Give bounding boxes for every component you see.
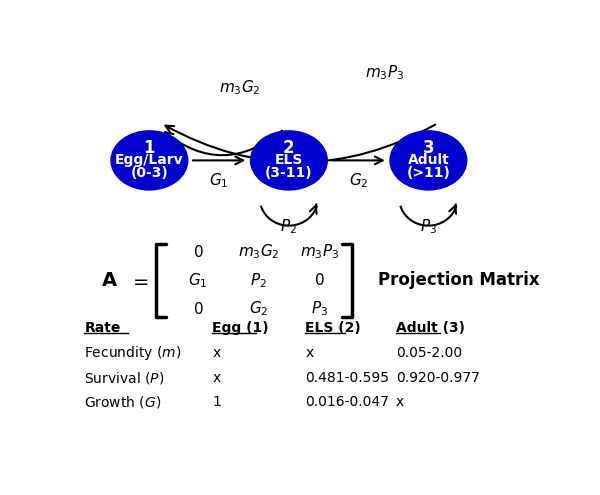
Text: $0$: $0$ bbox=[193, 301, 203, 317]
Text: $G_2$: $G_2$ bbox=[349, 171, 368, 190]
Text: 0.05-2.00: 0.05-2.00 bbox=[396, 346, 462, 360]
Text: x: x bbox=[305, 346, 313, 360]
Text: x: x bbox=[212, 371, 220, 385]
Text: ELS (2): ELS (2) bbox=[305, 321, 361, 335]
Text: 2: 2 bbox=[283, 139, 295, 157]
Text: $0$: $0$ bbox=[314, 272, 325, 289]
Text: $P_2$: $P_2$ bbox=[250, 271, 267, 290]
Text: $G_1$: $G_1$ bbox=[188, 271, 208, 290]
Text: $m_3G_2$: $m_3G_2$ bbox=[238, 243, 280, 261]
Text: $P_3$: $P_3$ bbox=[311, 299, 328, 318]
Text: Fecundity ($m$): Fecundity ($m$) bbox=[84, 344, 182, 362]
Text: Survival ($P$): Survival ($P$) bbox=[84, 370, 164, 386]
Text: Adult (3): Adult (3) bbox=[396, 321, 465, 335]
Text: Growth ($G$): Growth ($G$) bbox=[84, 395, 161, 410]
Text: $P_2$: $P_2$ bbox=[280, 218, 298, 237]
Text: $0$: $0$ bbox=[193, 244, 203, 260]
Text: Egg (1): Egg (1) bbox=[212, 321, 269, 335]
Ellipse shape bbox=[390, 131, 467, 190]
Text: $\mathbf{A}$: $\mathbf{A}$ bbox=[101, 271, 118, 290]
Text: $=$: $=$ bbox=[129, 271, 149, 290]
Text: (0-3): (0-3) bbox=[131, 166, 168, 180]
Text: $m_3P_3$: $m_3P_3$ bbox=[299, 243, 339, 261]
Text: $m_3G_2$: $m_3G_2$ bbox=[219, 79, 261, 98]
Text: (3-11): (3-11) bbox=[265, 166, 313, 180]
Text: x: x bbox=[212, 346, 220, 360]
Ellipse shape bbox=[111, 131, 188, 190]
Text: $G_2$: $G_2$ bbox=[249, 299, 268, 318]
Text: Adult: Adult bbox=[407, 153, 449, 167]
Text: Egg/Larv: Egg/Larv bbox=[115, 153, 184, 167]
Text: 0.016-0.047: 0.016-0.047 bbox=[305, 396, 389, 409]
Text: ELS: ELS bbox=[275, 153, 303, 167]
Text: 1: 1 bbox=[212, 396, 221, 409]
Text: $m_3P_3$: $m_3P_3$ bbox=[365, 63, 404, 82]
Text: $P_3$: $P_3$ bbox=[420, 218, 437, 237]
Text: (>11): (>11) bbox=[406, 166, 451, 180]
Text: Rate: Rate bbox=[84, 321, 121, 335]
Text: $G_1$: $G_1$ bbox=[209, 171, 229, 190]
Text: 3: 3 bbox=[422, 139, 434, 157]
Text: Projection Matrix: Projection Matrix bbox=[378, 271, 539, 290]
Text: x: x bbox=[396, 396, 404, 409]
Text: 0.920-0.977: 0.920-0.977 bbox=[396, 371, 480, 385]
Text: 1: 1 bbox=[143, 139, 155, 157]
Ellipse shape bbox=[251, 131, 327, 190]
Text: 0.481-0.595: 0.481-0.595 bbox=[305, 371, 389, 385]
